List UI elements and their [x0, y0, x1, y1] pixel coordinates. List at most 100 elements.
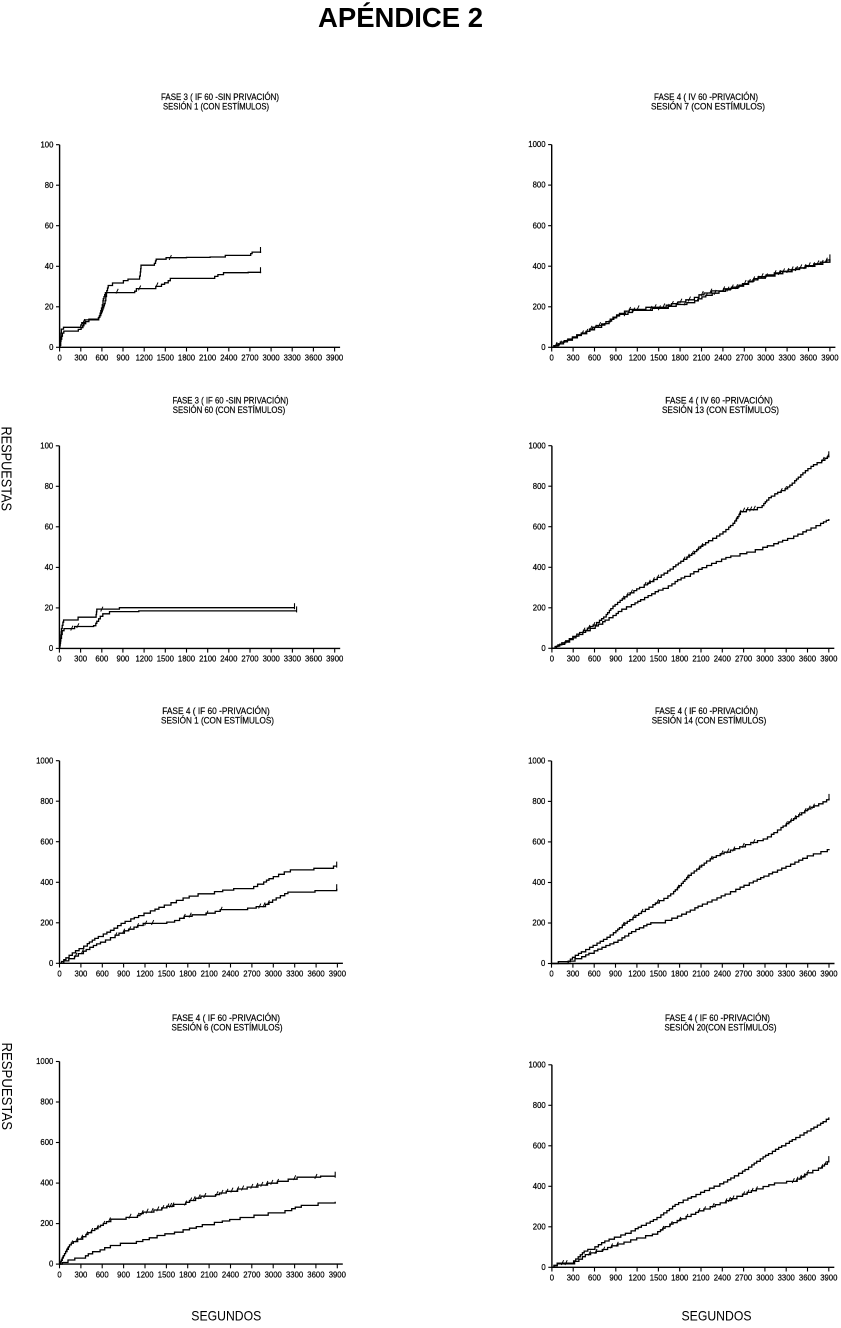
svg-text:2400: 2400: [222, 1269, 239, 1279]
svg-text:2100: 2100: [692, 969, 709, 979]
svg-text:3000: 3000: [265, 969, 282, 979]
svg-text:3000: 3000: [756, 969, 773, 979]
svg-text:900: 900: [117, 353, 130, 363]
svg-text:20: 20: [45, 603, 54, 613]
svg-text:SESIÓN 1 (CON ESTÍMULOS): SESIÓN 1 (CON ESTÍMULOS): [161, 716, 274, 726]
svg-text:1500: 1500: [158, 969, 175, 979]
svg-text:0: 0: [541, 1262, 545, 1272]
svg-text:2700: 2700: [243, 1269, 260, 1279]
svg-text:0: 0: [541, 958, 545, 968]
svg-text:2400: 2400: [220, 654, 237, 664]
svg-text:3300: 3300: [778, 1273, 795, 1283]
svg-text:600: 600: [96, 969, 109, 979]
svg-text:3300: 3300: [284, 353, 301, 363]
svg-text:3900: 3900: [820, 654, 837, 664]
svg-text:1800: 1800: [179, 1269, 196, 1279]
svg-text:0: 0: [57, 654, 61, 664]
svg-text:300: 300: [74, 1269, 87, 1279]
svg-text:1000: 1000: [529, 440, 546, 450]
svg-text:1800: 1800: [672, 353, 689, 363]
svg-text:3000: 3000: [757, 353, 774, 363]
svg-text:SESIÓN 13 (CON ESTÍMULOS): SESIÓN 13 (CON ESTÍMULOS): [662, 405, 779, 415]
svg-text:SESIÓN 1 (CON ESTÍMULOS): SESIÓN 1 (CON ESTÍMULOS): [163, 102, 269, 112]
svg-text:RESPUESTAS: RESPUESTAS: [0, 1043, 15, 1131]
svg-text:200: 200: [533, 1221, 546, 1231]
svg-text:800: 800: [533, 481, 546, 491]
svg-text:2400: 2400: [220, 353, 237, 363]
svg-text:0: 0: [49, 1259, 53, 1269]
svg-text:3900: 3900: [329, 969, 346, 979]
svg-text:600: 600: [95, 654, 108, 664]
svg-text:0: 0: [541, 342, 545, 352]
svg-text:1200: 1200: [628, 969, 645, 979]
svg-text:0: 0: [541, 643, 545, 653]
svg-text:1500: 1500: [650, 353, 667, 363]
svg-text:0: 0: [57, 353, 61, 363]
svg-text:3600: 3600: [305, 654, 322, 664]
svg-text:1200: 1200: [136, 353, 153, 363]
svg-text:200: 200: [533, 602, 546, 612]
svg-text:0: 0: [49, 342, 53, 352]
svg-text:1800: 1800: [671, 1273, 688, 1283]
svg-text:100: 100: [41, 139, 54, 149]
svg-text:1200: 1200: [136, 969, 153, 979]
svg-text:200: 200: [532, 918, 545, 928]
svg-text:300: 300: [567, 654, 580, 664]
svg-text:1500: 1500: [158, 1269, 175, 1279]
svg-text:2400: 2400: [714, 1273, 731, 1283]
svg-text:FASE 4 ( IV 60 -PRIVACIÓN): FASE 4 ( IV 60 -PRIVACIÓN): [654, 92, 758, 102]
svg-text:1500: 1500: [157, 654, 174, 664]
svg-text:1800: 1800: [179, 969, 196, 979]
svg-text:200: 200: [40, 917, 53, 927]
svg-text:3300: 3300: [284, 654, 301, 664]
svg-text:400: 400: [532, 877, 545, 887]
svg-text:2700: 2700: [241, 353, 258, 363]
svg-text:300: 300: [566, 969, 579, 979]
svg-text:600: 600: [588, 353, 601, 363]
svg-text:3000: 3000: [756, 654, 773, 664]
svg-text:1500: 1500: [650, 969, 667, 979]
svg-text:3600: 3600: [800, 353, 817, 363]
svg-text:400: 400: [533, 261, 546, 271]
svg-text:RESPUESTAS: RESPUESTAS: [0, 427, 15, 512]
svg-text:1000: 1000: [36, 755, 53, 765]
svg-text:2700: 2700: [241, 654, 258, 664]
svg-text:40: 40: [45, 261, 54, 271]
svg-text:2700: 2700: [736, 353, 753, 363]
svg-text:0: 0: [549, 969, 553, 979]
svg-text:900: 900: [609, 969, 622, 979]
svg-text:900: 900: [116, 654, 129, 664]
svg-text:600: 600: [532, 837, 545, 847]
svg-text:1000: 1000: [529, 1059, 546, 1069]
svg-text:SESIÓN 14 (CON ESTÍMULOS): SESIÓN 14 (CON ESTÍMULOS): [652, 716, 767, 726]
svg-text:600: 600: [533, 521, 546, 531]
svg-text:3600: 3600: [799, 1273, 816, 1283]
svg-text:2400: 2400: [714, 969, 731, 979]
svg-text:2400: 2400: [222, 969, 239, 979]
svg-text:0: 0: [57, 969, 61, 979]
svg-text:3300: 3300: [778, 654, 795, 664]
svg-text:200: 200: [40, 1218, 53, 1228]
svg-text:FASE 3 ( IF 60 -SIN PRIVACIÓN): FASE 3 ( IF 60 -SIN PRIVACIÓN): [173, 396, 289, 406]
svg-text:900: 900: [609, 353, 622, 363]
svg-text:800: 800: [532, 796, 545, 806]
svg-text:900: 900: [609, 1273, 622, 1283]
svg-text:2100: 2100: [693, 353, 710, 363]
svg-text:600: 600: [95, 353, 108, 363]
svg-text:3900: 3900: [329, 1269, 346, 1279]
svg-text:3300: 3300: [778, 969, 795, 979]
svg-text:100: 100: [40, 440, 53, 450]
svg-text:2400: 2400: [714, 353, 731, 363]
svg-text:2100: 2100: [199, 353, 216, 363]
svg-text:SESIÓN 20(CON ESTÍMULOS): SESIÓN 20(CON ESTÍMULOS): [665, 1023, 777, 1033]
svg-text:900: 900: [609, 654, 622, 664]
svg-text:900: 900: [117, 1269, 130, 1279]
svg-text:2100: 2100: [692, 654, 709, 664]
svg-text:300: 300: [567, 1273, 580, 1283]
svg-text:SESIÓN 7 (CON ESTÍMULOS): SESIÓN 7 (CON ESTÍMULOS): [651, 102, 765, 112]
svg-text:1000: 1000: [36, 1056, 53, 1066]
svg-text:300: 300: [74, 654, 87, 664]
svg-text:600: 600: [588, 969, 601, 979]
svg-text:80: 80: [45, 180, 54, 190]
svg-text:1200: 1200: [629, 1273, 646, 1283]
